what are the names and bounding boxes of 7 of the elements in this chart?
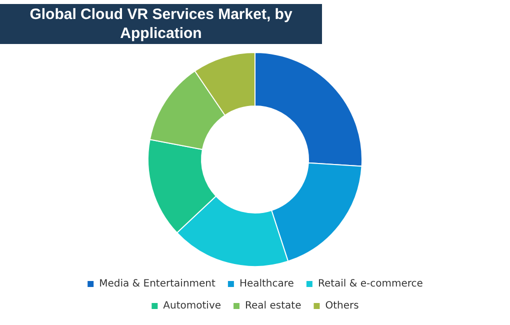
legend-label: Healthcare [239,278,294,290]
legend-label: Retail & e-commerce [318,278,423,290]
chart-title: Global Cloud VR Services Market, by Application [0,4,322,44]
legend-label: Real estate [245,300,302,312]
legend-label: Automotive [163,300,222,312]
legend-label: Media & Entertainment [99,278,216,290]
legend-label: Others [325,300,359,312]
